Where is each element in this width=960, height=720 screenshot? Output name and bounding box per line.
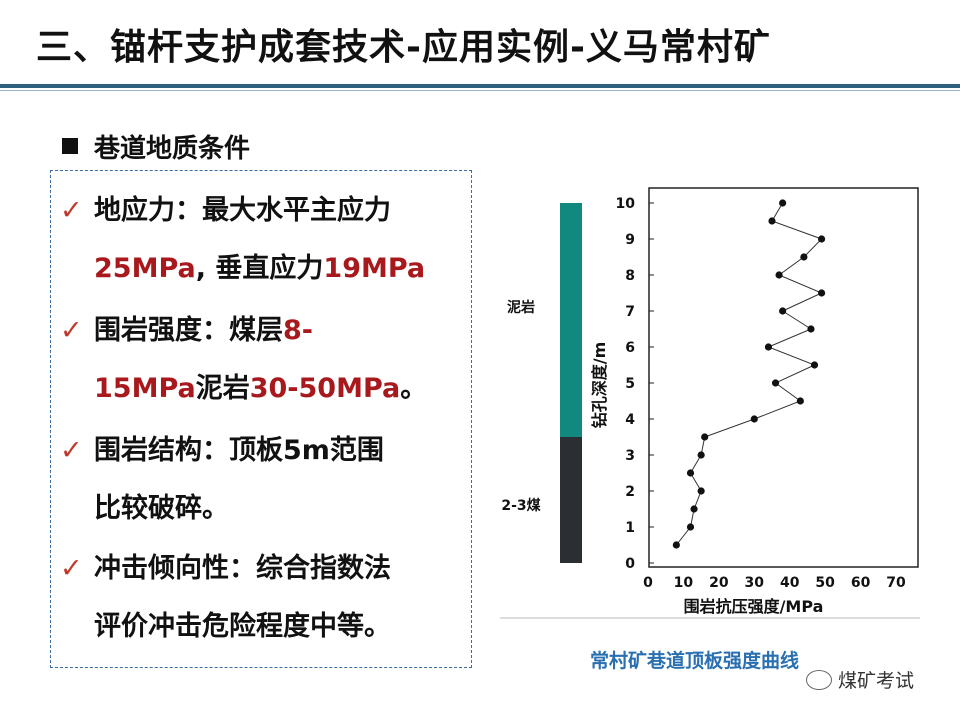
data-point (686, 523, 695, 531)
highlight-value: 15MPa (94, 373, 196, 404)
data-point (672, 541, 680, 549)
condition-text: 评价冲击危险程度中等。 (94, 611, 391, 642)
highlight-value: 19MPa (323, 253, 426, 284)
y-tick-label: 8 (625, 268, 635, 284)
condition-line: ✓ 围岩结构：顶板5m范围 (60, 422, 384, 480)
x-axis-label: 围岩抗压强度/MPa (684, 597, 824, 616)
title-divider-thin (0, 90, 960, 91)
condition-text: 围岩结构：顶板5m范围 (94, 435, 384, 466)
y-tick-label: 4 (625, 412, 635, 428)
plot-frame (648, 187, 919, 568)
condition-line: ✓ 围岩强度：煤层8- (60, 302, 313, 360)
data-point (779, 307, 787, 315)
check-icon: ✓ (60, 435, 83, 466)
highlight-value: 8- (283, 315, 313, 346)
y-tick-label: 10 (616, 196, 636, 212)
strata-bar (560, 203, 582, 437)
x-tick-label: 60 (851, 575, 871, 591)
data-point (771, 379, 780, 387)
condition-text: 。 (400, 373, 428, 404)
data-point (779, 199, 787, 207)
y-tick-label: 6 (625, 340, 635, 356)
section-heading: 巷道地质条件 (62, 128, 250, 165)
data-point (768, 217, 776, 225)
condition-line: 25MPa, 垂直应力19MPa (60, 240, 425, 298)
check-icon: ✓ (60, 315, 83, 346)
highlight-value: 25MPa (94, 253, 196, 284)
x-tick-label: 0 (643, 575, 653, 591)
data-point (807, 325, 815, 333)
data-point (697, 487, 705, 495)
y-tick-label: 2 (625, 484, 635, 500)
strata-label: 2-3煤 (501, 497, 541, 514)
data-point (697, 451, 705, 459)
x-tick-label: 70 (886, 575, 906, 591)
condition-text: 围岩强度：煤层 (94, 315, 283, 346)
data-point (686, 469, 695, 477)
strength-chart: 泥岩 2-3煤 0 1 2 3 4 5 6 7 8 9 10 0 10 20 30 40 50 60 70 围岩抗压强度/… (500, 187, 920, 619)
conditions-box (50, 170, 472, 668)
data-point (701, 433, 709, 441)
series-line (675, 202, 823, 546)
x-tick-label: 30 (745, 575, 765, 591)
condition-text: 地应力：最大水平主应力 (94, 195, 391, 226)
x-tick-label: 50 (815, 575, 835, 591)
x-tick-label: 40 (780, 575, 800, 591)
y-tick-label: 3 (625, 448, 635, 464)
x-tick-label: 10 (674, 575, 694, 591)
check-icon: ✓ (60, 195, 83, 226)
y-axis-label: 钻孔深度/m (590, 342, 609, 429)
condition-line: 15MPa泥岩30-50MPa。 (60, 360, 427, 418)
x-tick-label: 20 (709, 575, 729, 591)
highlight-value: 30-50MPa (249, 373, 401, 404)
condition-text: 冲击倾向性：综合指数法 (94, 553, 391, 584)
title-divider (0, 84, 960, 88)
page-title: 三、锚杆支护成套技术-应用实例-义马常村矿 (36, 27, 771, 68)
chart-caption: 常村矿巷道顶板强度曲线 (590, 650, 800, 672)
condition-text: , 垂直应力 (195, 253, 324, 284)
strata-label: 泥岩 (507, 299, 535, 316)
check-icon: ✓ (60, 553, 83, 584)
y-tick-label: 7 (625, 304, 635, 320)
condition-line: ✓ 冲击倾向性：综合指数法 (60, 540, 391, 598)
square-bullet-icon (62, 138, 78, 154)
condition-line: 评价冲击危险程度中等。 (60, 598, 391, 656)
y-tick-label: 0 (625, 556, 635, 572)
condition-text: 泥岩 (195, 373, 250, 404)
y-tick-label: 1 (625, 520, 635, 536)
y-tick-label: 9 (625, 232, 635, 248)
data-point (750, 415, 758, 423)
data-point (810, 361, 819, 369)
condition-line: ✓ 地应力：最大水平主应力 (60, 182, 391, 240)
data-point (775, 271, 783, 279)
data-point (818, 235, 826, 243)
watermark: 煤矿考试 (806, 666, 914, 693)
data-point (796, 397, 804, 405)
data-point (764, 343, 773, 351)
wechat-icon (806, 670, 832, 690)
data-point (818, 289, 826, 297)
y-tick-label: 5 (625, 376, 635, 392)
strata-bar (560, 437, 582, 563)
section-heading-text: 巷道地质条件 (94, 134, 251, 164)
data-point (800, 253, 808, 261)
data-point (690, 505, 698, 513)
condition-text: 比较破碎。 (94, 493, 229, 524)
watermark-text: 煤矿考试 (838, 670, 915, 692)
condition-line: 比较破碎。 (60, 480, 229, 538)
